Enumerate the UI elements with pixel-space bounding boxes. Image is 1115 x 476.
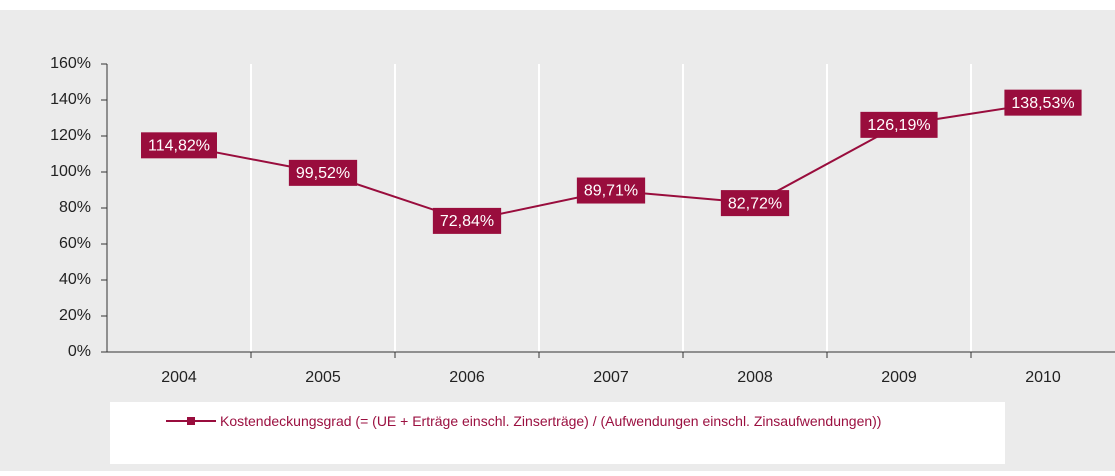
data-label-box (860, 111, 938, 138)
legend-label: Kostendeckungsgrad (= (UE + Erträge eins… (220, 413, 882, 429)
y-tick-label: 120% (50, 127, 91, 144)
data-label-text: 99,52% (296, 165, 350, 182)
data-label-text: 89,71% (584, 183, 638, 200)
data-label-text: 126,19% (867, 117, 930, 134)
x-tick-label: 2005 (305, 369, 341, 386)
data-label-text: 114,82% (148, 138, 210, 155)
x-tick-label: 2006 (449, 369, 485, 386)
data-label-box (432, 207, 502, 234)
data-label: 126,19% (860, 111, 938, 138)
legend-key (166, 417, 216, 425)
chart-background (0, 10, 1115, 471)
y-tick-label: 60% (59, 235, 91, 252)
y-tick-label: 140% (50, 91, 91, 108)
data-label-box (1004, 89, 1082, 116)
y-tick-label: 160% (50, 55, 91, 72)
y-tick-label: 40% (59, 271, 91, 288)
data-label: 99,52% (288, 159, 358, 186)
data-label-text: 138,53% (1011, 95, 1074, 112)
data-label: 114,82% (141, 132, 217, 159)
x-tick-label: 2008 (737, 369, 773, 386)
x-tick-label: 2007 (593, 369, 629, 386)
legend: Kostendeckungsgrad (= (UE + Erträge eins… (110, 402, 1005, 464)
data-label: 82,72% (720, 190, 790, 217)
data-label: 89,71% (576, 177, 646, 204)
y-tick-label: 0% (68, 343, 91, 360)
x-tick-label: 2004 (161, 369, 197, 386)
data-label-box (288, 159, 358, 186)
y-tick-label: 80% (59, 199, 91, 216)
y-tick-label: 100% (50, 163, 91, 180)
x-tick-label: 2009 (881, 369, 917, 386)
data-label-text: 82,72% (728, 195, 782, 212)
data-label: 72,84% (432, 207, 502, 234)
data-label-box (141, 132, 217, 159)
data-label-text: 72,84% (440, 213, 494, 230)
data-label-box (576, 177, 646, 204)
data-label: 138,53% (1004, 89, 1082, 116)
x-tick-label: 2010 (1025, 369, 1061, 386)
y-tick-label: 20% (59, 307, 91, 324)
data-label-box (720, 190, 790, 217)
